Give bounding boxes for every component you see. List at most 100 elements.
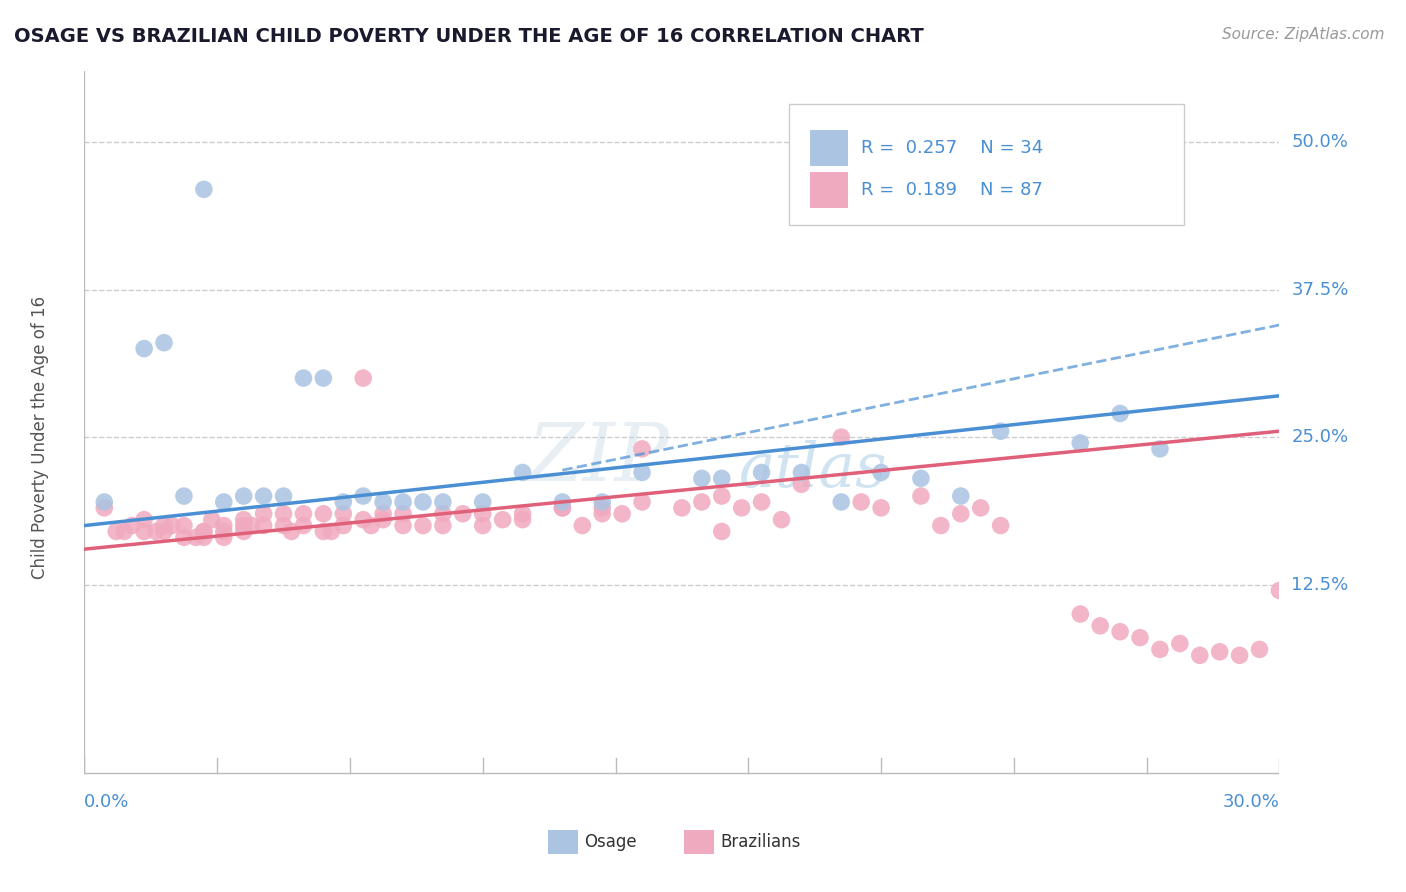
Text: R =  0.189    N = 87: R = 0.189 N = 87 xyxy=(862,181,1043,199)
Point xyxy=(193,524,215,539)
FancyBboxPatch shape xyxy=(790,104,1184,225)
Point xyxy=(1129,631,1152,645)
Point xyxy=(193,530,215,544)
Point xyxy=(551,495,574,509)
Point xyxy=(253,518,276,533)
Point xyxy=(160,518,183,533)
Point xyxy=(631,466,654,480)
Point xyxy=(671,500,693,515)
Point xyxy=(292,371,315,385)
Point xyxy=(990,424,1012,438)
Point xyxy=(471,518,494,533)
Point xyxy=(870,466,893,480)
Point xyxy=(1168,636,1191,650)
Point xyxy=(612,507,634,521)
Point xyxy=(790,466,813,480)
Point xyxy=(790,477,813,491)
Point xyxy=(105,524,128,539)
Point xyxy=(232,524,254,539)
Point xyxy=(870,500,893,515)
Point xyxy=(392,518,415,533)
Point xyxy=(990,518,1012,533)
Point xyxy=(512,513,534,527)
Point xyxy=(631,495,654,509)
Point xyxy=(373,513,395,527)
Point xyxy=(240,518,263,533)
Point xyxy=(690,495,713,509)
Point xyxy=(492,513,515,527)
Point xyxy=(1109,624,1132,639)
Point xyxy=(1109,407,1132,421)
Point xyxy=(184,530,207,544)
Point xyxy=(551,500,574,515)
Point xyxy=(212,524,235,539)
Text: atlas: atlas xyxy=(740,440,887,500)
Point xyxy=(910,471,932,485)
Text: R =  0.257    N = 34: R = 0.257 N = 34 xyxy=(862,139,1043,157)
Point xyxy=(173,489,195,503)
Point xyxy=(690,471,713,485)
Point xyxy=(512,507,534,521)
Point xyxy=(432,507,454,521)
Bar xyxy=(685,830,714,854)
Point xyxy=(949,507,972,521)
Point xyxy=(471,495,494,509)
Point xyxy=(910,489,932,503)
Point xyxy=(193,524,215,539)
Bar xyxy=(810,130,848,167)
Point xyxy=(153,518,176,533)
Point xyxy=(731,500,754,515)
Point xyxy=(232,518,254,533)
Point xyxy=(253,489,276,503)
Point xyxy=(1249,642,1271,657)
Point xyxy=(1268,583,1291,598)
Point xyxy=(1090,619,1112,633)
Point xyxy=(132,342,156,356)
Point xyxy=(571,518,593,533)
Point xyxy=(292,518,315,533)
Point xyxy=(253,507,276,521)
Point xyxy=(591,507,613,521)
Text: 30.0%: 30.0% xyxy=(1223,793,1279,812)
Point xyxy=(273,489,295,503)
Point xyxy=(212,495,235,509)
Point xyxy=(373,495,395,509)
Point xyxy=(112,524,135,539)
Point xyxy=(232,489,254,503)
Point xyxy=(173,530,195,544)
Point xyxy=(132,524,156,539)
Point xyxy=(193,182,215,196)
Point xyxy=(153,524,176,539)
Point xyxy=(332,507,354,521)
Point xyxy=(412,518,434,533)
Point xyxy=(591,500,613,515)
Point xyxy=(631,442,654,456)
Point xyxy=(332,495,354,509)
Point xyxy=(412,495,434,509)
Bar xyxy=(548,830,578,854)
Text: 37.5%: 37.5% xyxy=(1292,281,1348,299)
Point xyxy=(93,495,115,509)
Point xyxy=(751,495,773,509)
Point xyxy=(392,495,415,509)
Point xyxy=(851,495,873,509)
Bar xyxy=(810,171,848,208)
Point xyxy=(710,489,733,503)
Point xyxy=(212,530,235,544)
Text: Child Poverty Under the Age of 16: Child Poverty Under the Age of 16 xyxy=(31,295,48,579)
Point xyxy=(451,507,474,521)
Point xyxy=(273,518,295,533)
Point xyxy=(432,495,454,509)
Point xyxy=(929,518,952,533)
Point xyxy=(292,507,315,521)
Point xyxy=(830,430,852,444)
Point xyxy=(321,524,343,539)
Text: Source: ZipAtlas.com: Source: ZipAtlas.com xyxy=(1222,27,1385,42)
Point xyxy=(332,518,354,533)
Point xyxy=(312,524,335,539)
Point xyxy=(132,513,156,527)
Point xyxy=(591,495,613,509)
Point xyxy=(373,507,395,521)
Point xyxy=(1149,442,1171,456)
Point xyxy=(312,371,335,385)
